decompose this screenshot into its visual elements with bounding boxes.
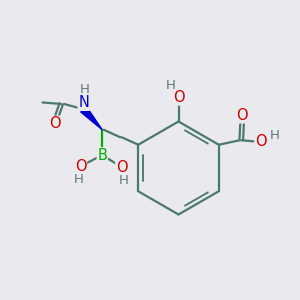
Text: O: O <box>49 116 61 131</box>
Text: H: H <box>79 83 89 96</box>
Text: H: H <box>270 129 280 142</box>
Text: O: O <box>116 160 127 175</box>
Text: O: O <box>75 159 86 174</box>
Text: O: O <box>173 90 184 105</box>
Text: H: H <box>74 173 84 186</box>
Text: N: N <box>78 95 89 110</box>
Text: O: O <box>255 134 267 149</box>
Text: B: B <box>97 148 107 163</box>
Polygon shape <box>81 107 102 130</box>
Text: O: O <box>236 108 248 123</box>
Text: H: H <box>118 174 128 187</box>
Text: H: H <box>166 79 176 92</box>
